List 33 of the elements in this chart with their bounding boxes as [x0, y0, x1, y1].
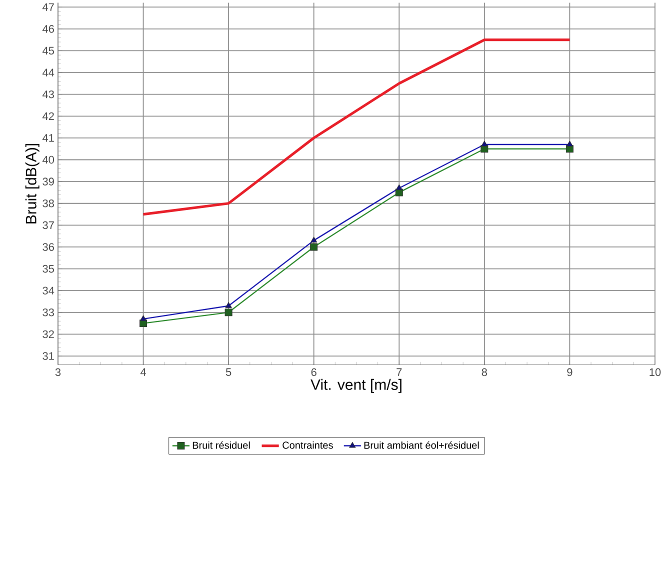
x-tick-label: 7 [396, 368, 402, 376]
y-axis-title: Bruit [dB(A)] [25, 144, 40, 224]
point [310, 243, 318, 251]
y-tick-label: 37 [42, 221, 54, 230]
x-tick-label: 8 [482, 368, 487, 376]
line-series [142, 38, 572, 216]
y-tick-label: 32 [42, 330, 54, 338]
y-tick-label: 33 [42, 308, 54, 316]
y-tick-label: 35 [42, 264, 54, 273]
x-tick-label: 9 [567, 368, 572, 376]
y-tick-label: 46 [42, 25, 54, 33]
y-tick-label: 42 [42, 112, 54, 120]
y-tick-label: 31 [42, 352, 54, 360]
x-tick-label: 10 [650, 368, 661, 376]
x-tick-label: 5 [226, 368, 232, 376]
y-tick-label: 45 [42, 46, 54, 55]
y-tick-label: 38 [42, 199, 54, 208]
y-tick-label: 34 [42, 286, 54, 294]
legend-label: Bruit résiduel [192, 441, 250, 449]
y-tick-label: 36 [42, 243, 54, 251]
x-axis-title: Vit. vent [m/s] [310, 378, 402, 393]
y-tick-label: 41 [42, 134, 54, 142]
y-tick-label: 40 [42, 156, 54, 164]
y-tick-label: 43 [42, 90, 54, 98]
point [224, 308, 232, 316]
legend-label: Bruit ambiant éol+résiduel [364, 441, 479, 449]
y-tick-label: 44 [42, 68, 54, 76]
legend-label: Contraintes [282, 441, 333, 449]
y-tick-label: 47 [42, 3, 54, 11]
x-tick-label: 6 [311, 368, 316, 376]
y-tick-label: 39 [42, 178, 54, 186]
x-tick-label: 4 [140, 368, 146, 376]
x-tick-label: 3 [55, 368, 61, 376]
